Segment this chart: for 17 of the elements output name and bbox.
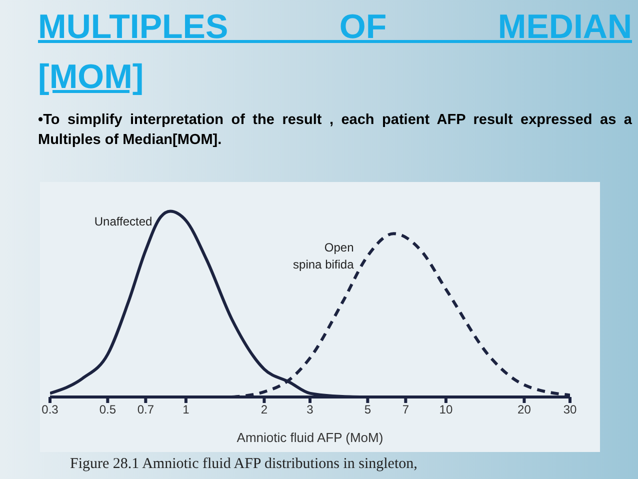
- x-tick-label: 0.5: [99, 402, 116, 417]
- series-label: Unaffected: [94, 214, 152, 228]
- x-tick-label: 1: [182, 402, 190, 417]
- x-tick-label: 0.7: [137, 402, 154, 417]
- x-tick-label: 20: [518, 402, 532, 417]
- x-tick-label: 10: [439, 402, 453, 417]
- x-tick-label: 3: [306, 402, 314, 417]
- x-tick-label: 2: [260, 402, 268, 417]
- series-label: Open spina bifida: [293, 240, 354, 272]
- x-tick-label: 30: [563, 402, 577, 417]
- x-axis-title: Amniotic fluid AFP (MoM): [236, 430, 384, 445]
- caption: Figure 28.1 Amniotic fluid AFP distributions in singleton,: [70, 456, 418, 473]
- x-tick-label: 7: [402, 402, 410, 417]
- x-tick-label: 0.3: [42, 402, 59, 417]
- chart-title: MULTIPLES OF MEDIAN [MOM]: [38, 7, 632, 96]
- x-tick-label: 5: [364, 402, 372, 417]
- chart-subtitle: •To simplify interpretation of the result , each patient AFP result expressed as a Multiples of Median[MOM].: [38, 111, 632, 150]
